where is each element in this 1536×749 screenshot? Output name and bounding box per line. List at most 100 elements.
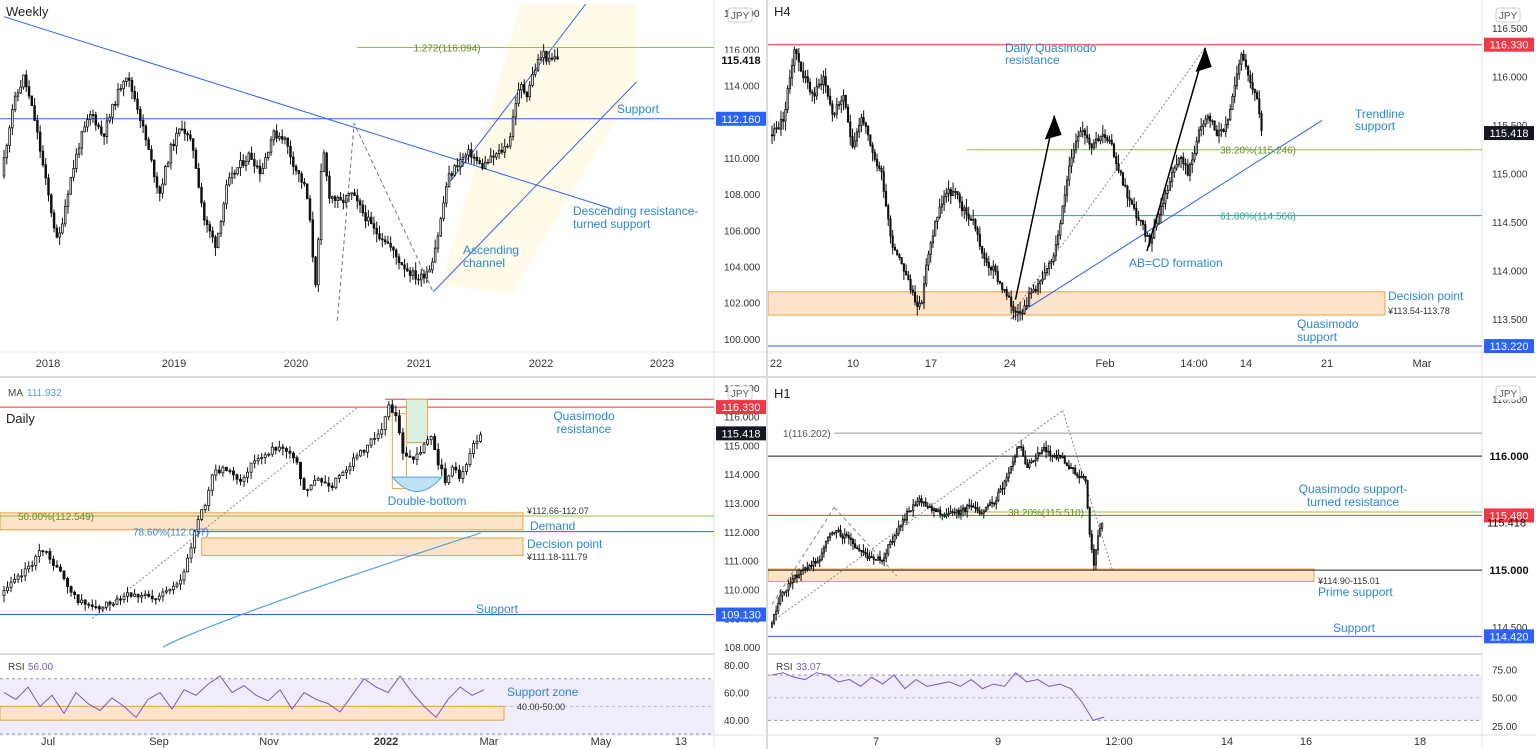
candle-body	[69, 586, 73, 593]
candle-body	[52, 212, 56, 229]
candle-body	[464, 464, 468, 472]
candle-body	[1027, 293, 1031, 307]
double-bottom-bowl	[391, 476, 443, 492]
x-tick-label: 2019	[162, 358, 186, 370]
daily-chart-panel[interactable]: Quasimodo resistance Double-bottom Support D…	[0, 378, 766, 749]
candle-body	[433, 436, 437, 451]
price-tag-bg	[716, 426, 766, 441]
candle-body	[294, 166, 298, 171]
candle-body	[972, 505, 975, 508]
candle-body	[1162, 202, 1165, 207]
candle-body	[197, 168, 200, 188]
candle-body	[445, 186, 448, 204]
candle-body	[27, 565, 31, 570]
candle-body	[1081, 129, 1084, 133]
candle-body	[2, 157, 6, 177]
candle-body	[962, 507, 965, 511]
y-tick-label: 100.000	[724, 335, 761, 346]
candle-body	[171, 585, 175, 590]
candle-body	[813, 92, 816, 97]
annotation-trendline-1: Trendline	[1355, 107, 1405, 121]
candle-body	[1159, 205, 1163, 215]
candle-body	[450, 173, 454, 176]
annotation-daily-qm-1: Daily Quasimodo	[1005, 41, 1097, 55]
x-tick-label: 10	[847, 358, 859, 370]
h4-chart[interactable]: Daily QuasimodoresistanceTrendlinesuppor…	[768, 0, 1536, 376]
candle-body	[429, 436, 433, 441]
candle-body	[787, 583, 790, 591]
candle-body	[779, 118, 783, 130]
annotation-descending-1: Descending resistance-	[573, 204, 698, 218]
candle-body	[1097, 138, 1100, 142]
candle-body	[44, 551, 48, 553]
candle-body	[1026, 463, 1029, 468]
candle-body	[104, 601, 108, 608]
candle-body	[860, 117, 863, 126]
candle-body	[133, 593, 137, 597]
candle-body	[1242, 53, 1245, 61]
dashed-swing-2	[833, 507, 897, 577]
rsi-y-tick: 50.00	[1492, 694, 1517, 705]
rsi-y-tick: 75.00	[1492, 665, 1517, 676]
candle-body	[91, 114, 95, 116]
candle-body	[133, 90, 136, 100]
candle-body	[210, 474, 214, 491]
candle-body	[330, 196, 334, 199]
candle-body	[1112, 143, 1116, 157]
weekly-chart-panel[interactable]: 1.272(116.094) Support Descending resistan…	[0, 0, 766, 376]
candle-body	[1101, 522, 1104, 529]
candle-body	[1128, 197, 1131, 201]
candle-body	[191, 138, 195, 151]
current-price-label: 115.418	[1487, 518, 1526, 530]
candle-body	[367, 216, 370, 222]
candle-body	[1224, 124, 1227, 132]
candle-body	[1001, 282, 1004, 291]
candle-body	[843, 533, 846, 539]
candle-body	[1054, 244, 1057, 257]
candle-body	[426, 439, 430, 445]
rsi-label: RSI	[776, 662, 793, 673]
candle-body	[864, 552, 867, 555]
candle-body	[525, 91, 529, 98]
candle-body	[910, 510, 913, 513]
candle-body	[394, 249, 398, 258]
candle-body	[500, 149, 504, 153]
candle-body	[997, 491, 1000, 502]
candle-body	[88, 114, 92, 120]
candle-body	[982, 510, 985, 514]
candle-body	[1193, 152, 1196, 161]
candle-body	[887, 544, 890, 555]
candle-body	[806, 567, 809, 571]
candle-body	[414, 270, 417, 280]
h1-chart-panel[interactable]: 1(116.202) 38.20%(115.510) Quasimodo suppo…	[768, 378, 1536, 749]
candle-body	[270, 446, 274, 455]
candle-body	[158, 186, 162, 194]
candle-body	[1013, 456, 1016, 463]
candle-body	[811, 91, 814, 94]
candle-body	[41, 150, 45, 166]
candle-body	[1057, 454, 1060, 459]
candle-body	[6, 586, 9, 592]
weekly-chart[interactable]: 1.272(116.094) Support Descending resistan…	[0, 0, 766, 376]
candle-body	[870, 556, 873, 558]
candle-body	[844, 95, 847, 108]
candle-body	[1184, 163, 1187, 166]
h1-chart[interactable]: 1(116.202) 38.20%(115.510) Quasimodo suppo…	[768, 378, 1536, 749]
annotation-qm-support-2: support	[1297, 330, 1338, 344]
candle-body	[66, 578, 69, 587]
candle-body	[956, 191, 959, 195]
candle-body	[274, 446, 278, 451]
zone-rect	[0, 512, 524, 531]
candle-body	[140, 595, 144, 598]
candle-body	[833, 532, 836, 534]
candle-body	[1051, 455, 1054, 458]
candle-body	[253, 159, 256, 167]
candle-body	[934, 221, 937, 237]
currency-badge: JPY	[731, 11, 750, 22]
candle-body	[775, 127, 778, 130]
candle-body	[1036, 283, 1040, 292]
candle-body	[272, 130, 276, 141]
candle-body	[61, 223, 64, 234]
h4-chart-panel[interactable]: Daily Quasimodo resistance Trendline suppor…	[768, 0, 1536, 376]
